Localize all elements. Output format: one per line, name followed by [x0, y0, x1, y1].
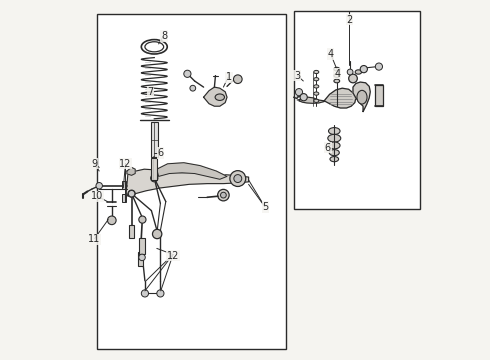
- Ellipse shape: [314, 71, 319, 74]
- Circle shape: [151, 175, 157, 181]
- Ellipse shape: [145, 42, 164, 52]
- Bar: [129, 225, 134, 238]
- Circle shape: [349, 74, 357, 83]
- Circle shape: [218, 189, 229, 201]
- Circle shape: [151, 175, 158, 182]
- Ellipse shape: [328, 142, 340, 149]
- Text: 4: 4: [328, 49, 334, 59]
- Circle shape: [220, 192, 226, 198]
- Polygon shape: [157, 163, 227, 179]
- Ellipse shape: [334, 67, 340, 71]
- Circle shape: [128, 190, 135, 197]
- Polygon shape: [324, 88, 356, 108]
- Circle shape: [184, 70, 191, 77]
- Circle shape: [128, 190, 135, 197]
- Ellipse shape: [141, 40, 167, 54]
- Text: 10: 10: [91, 191, 103, 201]
- Ellipse shape: [328, 134, 341, 142]
- Bar: [139, 238, 145, 254]
- Circle shape: [152, 229, 162, 239]
- Circle shape: [300, 94, 307, 101]
- Bar: [138, 252, 143, 266]
- Circle shape: [360, 66, 368, 73]
- Text: 9: 9: [92, 159, 98, 169]
- Text: 8: 8: [161, 31, 167, 41]
- Ellipse shape: [357, 90, 367, 104]
- Circle shape: [96, 183, 102, 189]
- Ellipse shape: [330, 157, 339, 162]
- Bar: [294, 11, 419, 209]
- Ellipse shape: [355, 70, 362, 74]
- Ellipse shape: [314, 85, 319, 88]
- Text: 12: 12: [167, 251, 179, 261]
- Bar: [151, 122, 157, 157]
- Circle shape: [157, 290, 164, 297]
- Text: 7: 7: [147, 87, 154, 97]
- Ellipse shape: [329, 150, 339, 156]
- Text: 4: 4: [334, 69, 340, 79]
- Polygon shape: [299, 97, 324, 103]
- Ellipse shape: [215, 94, 224, 100]
- Polygon shape: [204, 87, 227, 106]
- Text: 6: 6: [325, 143, 331, 153]
- Circle shape: [141, 290, 148, 297]
- Ellipse shape: [314, 78, 319, 81]
- Ellipse shape: [334, 74, 340, 77]
- Polygon shape: [127, 167, 135, 175]
- Circle shape: [107, 216, 116, 225]
- Ellipse shape: [334, 79, 340, 83]
- Circle shape: [233, 75, 242, 84]
- Bar: [375, 85, 383, 106]
- Bar: [122, 194, 126, 202]
- Text: 6: 6: [157, 148, 164, 158]
- Text: 11: 11: [88, 234, 100, 244]
- Circle shape: [295, 89, 303, 96]
- Circle shape: [190, 85, 196, 91]
- Bar: [98, 14, 286, 349]
- Ellipse shape: [314, 92, 319, 95]
- Text: 2: 2: [346, 15, 352, 25]
- Text: 5: 5: [263, 202, 269, 212]
- Polygon shape: [126, 169, 248, 196]
- Ellipse shape: [314, 99, 319, 103]
- Circle shape: [347, 69, 353, 75]
- Circle shape: [139, 254, 145, 261]
- Text: 3: 3: [294, 71, 300, 81]
- Circle shape: [139, 216, 146, 223]
- Text: 1: 1: [226, 72, 232, 82]
- Polygon shape: [353, 82, 370, 112]
- Circle shape: [375, 63, 383, 70]
- Text: 12: 12: [119, 159, 132, 169]
- Bar: [122, 181, 126, 189]
- Circle shape: [234, 175, 242, 183]
- Ellipse shape: [328, 127, 340, 135]
- Circle shape: [230, 171, 245, 186]
- Bar: [151, 158, 157, 180]
